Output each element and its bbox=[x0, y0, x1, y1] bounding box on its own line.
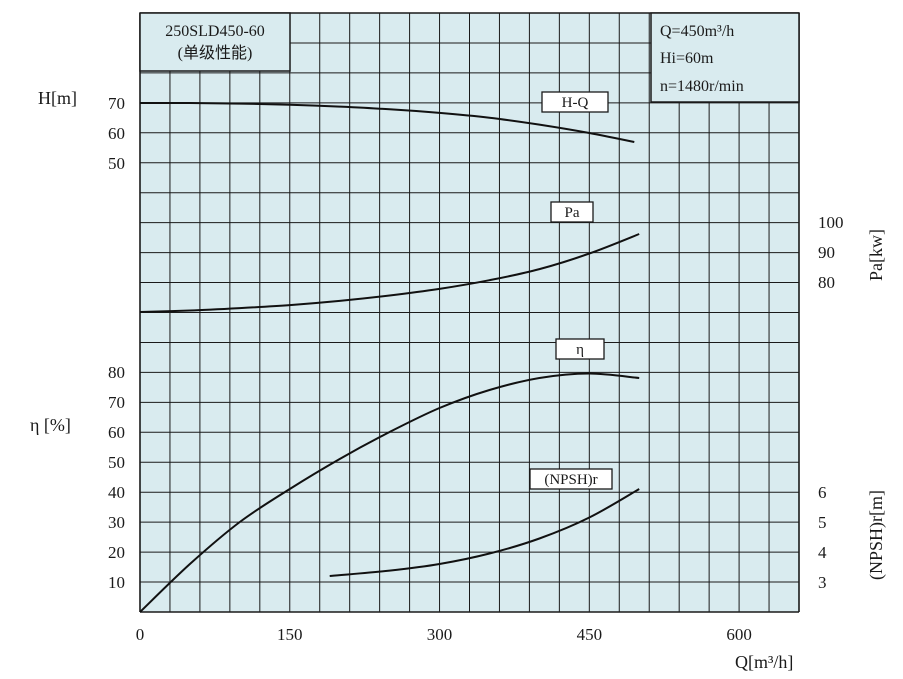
curve-pa bbox=[139, 233, 640, 313]
x-tick-label: 300 bbox=[427, 625, 453, 644]
curve-hq bbox=[139, 101, 635, 143]
x-tick-label: 450 bbox=[577, 625, 603, 644]
pump-model: 250SLD450-60 bbox=[165, 23, 265, 40]
efficiency-tick-label: 50 bbox=[108, 453, 125, 472]
npsh-tick-label: 6 bbox=[818, 483, 827, 502]
head-axis-label: H[m] bbox=[38, 88, 77, 108]
pump-stage-note: (单级性能) bbox=[178, 44, 253, 62]
curve-eta bbox=[139, 372, 640, 613]
x-tick-label: 0 bbox=[136, 625, 145, 644]
curve-label-box-eta bbox=[555, 338, 605, 360]
info-box-right bbox=[650, 12, 800, 103]
curve-label-box-npshr bbox=[529, 468, 613, 490]
npsh-tick-label: 5 bbox=[818, 513, 827, 532]
curve-label-eta: η bbox=[576, 342, 584, 358]
power-tick-label: 90 bbox=[818, 243, 835, 262]
curve-npshr bbox=[329, 488, 640, 577]
rated-head: Hi=60m bbox=[660, 50, 714, 67]
efficiency-tick-label: 20 bbox=[108, 543, 125, 562]
efficiency-tick-label: 80 bbox=[108, 363, 125, 382]
flow-axis-label: Q[m³/h] bbox=[735, 652, 793, 672]
head-tick-label: 50 bbox=[108, 154, 125, 173]
x-tick-label: 600 bbox=[726, 625, 752, 644]
head-tick-label: 60 bbox=[108, 124, 125, 143]
rated-flow: Q=450m³/h bbox=[660, 23, 734, 40]
rated-speed: n=1480r/min bbox=[660, 78, 744, 95]
tick-labels: 0 150 300 450 600 70 60 50 80 70 60 50 40 30 20 10 100 90… bbox=[108, 94, 844, 644]
efficiency-tick-label: 70 bbox=[108, 393, 125, 412]
curve-label-hq: H-Q bbox=[562, 95, 589, 111]
efficiency-tick-label: 40 bbox=[108, 483, 125, 502]
curve-label-npshr: (NPSH)r bbox=[544, 472, 597, 488]
npsh-axis-label: (NPSH)r[m] bbox=[866, 490, 887, 580]
head-tick-label: 70 bbox=[108, 94, 125, 113]
info-box-left bbox=[139, 12, 291, 72]
power-axis-label: Pa[kw] bbox=[866, 229, 886, 281]
curves: H-Q Pa η (NPSH)r bbox=[139, 91, 640, 613]
curve-label-box-pa bbox=[550, 201, 594, 223]
x-tick-label: 150 bbox=[277, 625, 303, 644]
power-tick-label: 100 bbox=[818, 213, 844, 232]
efficiency-axis-label: η [%] bbox=[30, 415, 71, 435]
efficiency-tick-label: 30 bbox=[108, 513, 125, 532]
grid-lines bbox=[139, 12, 800, 613]
power-tick-label: 80 bbox=[818, 273, 835, 292]
efficiency-tick-label: 60 bbox=[108, 423, 125, 442]
npsh-tick-label: 3 bbox=[818, 573, 827, 592]
npsh-tick-label: 4 bbox=[818, 543, 827, 562]
efficiency-tick-label: 10 bbox=[108, 573, 125, 592]
curve-label-box-hq bbox=[541, 91, 609, 113]
curve-label-pa: Pa bbox=[565, 205, 580, 221]
